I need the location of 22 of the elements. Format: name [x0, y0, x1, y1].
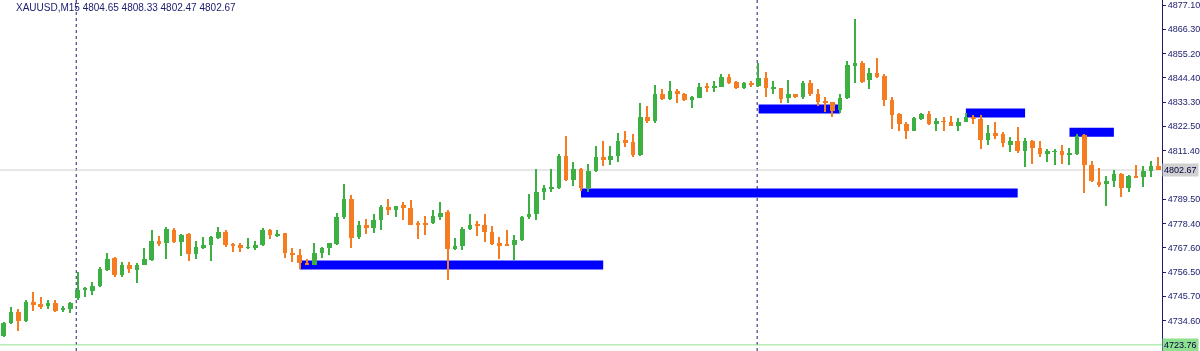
- y-tick-label: 4877.10: [1167, 0, 1200, 11]
- y-tick-label: 4767.60: [1167, 242, 1200, 253]
- candlestick: [1052, 149, 1057, 165]
- candlestick: [941, 117, 946, 131]
- ref-line-label: 4723.76: [1164, 340, 1197, 350]
- chart-title: XAUUSD,M15 4804.65 4808.33 4802.47 4802.67: [16, 2, 237, 13]
- candlestick: [853, 19, 857, 83]
- candlestick: [1104, 176, 1109, 206]
- y-tick-label: 4745.70: [1167, 291, 1200, 302]
- y-tick-label: 4734.60: [1167, 316, 1200, 327]
- ref-line-label: 4802.67: [1164, 165, 1197, 175]
- y-tick-label: 4844.40: [1167, 72, 1200, 83]
- y-tick-label: 4756.50: [1167, 267, 1200, 278]
- y-tick-label: 4778.40: [1167, 218, 1200, 229]
- y-tick-label: 4811.40: [1167, 145, 1200, 156]
- y-tick-label: 4833.30: [1167, 97, 1200, 108]
- y-tick-label: 4866.30: [1167, 24, 1200, 35]
- y-tick-label: 4822.50: [1167, 121, 1200, 132]
- candlestick: [246, 238, 250, 249]
- candlestick: [549, 169, 554, 192]
- y-tick-label: 4855.20: [1167, 48, 1200, 59]
- y-tick-label: 4789.50: [1167, 194, 1200, 205]
